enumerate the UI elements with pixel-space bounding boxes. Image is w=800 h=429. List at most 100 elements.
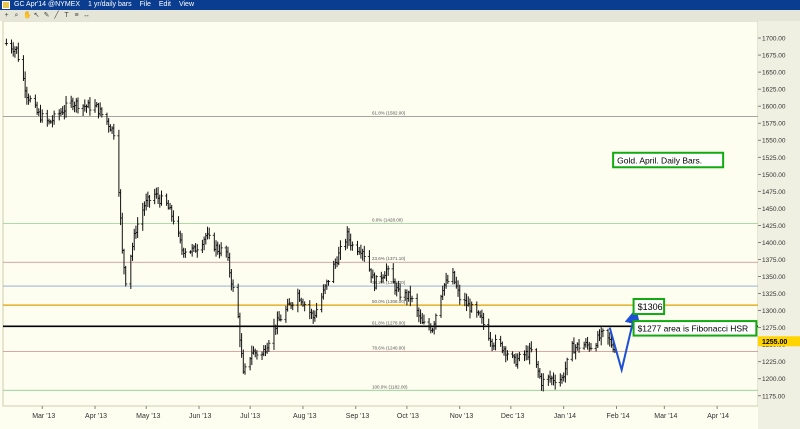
y-tick-label: 1500.00 [762, 172, 786, 179]
x-tick-label: Apr '14 [707, 413, 729, 420]
ohlc-bar [541, 373, 545, 392]
chart-period[interactable]: 1 yr/daily bars [88, 1, 132, 8]
annotation-gold-label: Gold. April. Daily Bars. [612, 151, 725, 169]
y-tick-label: 1400.00 [762, 240, 786, 247]
x-tick-label: Sep '13 [346, 413, 370, 420]
y-tick-label: 1350.00 [762, 274, 786, 281]
y-tick-label: 1575.00 [762, 121, 786, 128]
ohlc-bar [470, 301, 474, 313]
ohlc-bar [446, 274, 450, 284]
ohlc-bar [493, 334, 498, 351]
ohlc-bar [4, 38, 9, 46]
y-tick-label: 1200.00 [762, 376, 786, 383]
measure-icon[interactable]: ↔ [83, 12, 90, 19]
ohlc-bar [207, 227, 211, 240]
arrow-icon[interactable]: ↖ [33, 12, 40, 19]
ohlc-bar [326, 280, 331, 286]
y-tick-label: 1450.00 [762, 206, 786, 213]
ohlc-bar [577, 339, 581, 353]
y-tick-label: 1300.00 [762, 308, 786, 315]
svg-text:Gold. April. Daily Bars.: Gold. April. Daily Bars. [617, 155, 702, 165]
ohlc-bar [267, 340, 271, 352]
ohlc-bar [553, 374, 557, 390]
menu-file[interactable]: File [139, 1, 151, 8]
ohlc-bar [112, 123, 116, 140]
line-icon[interactable]: ╱ [54, 12, 59, 19]
x-tick-label: Jan '14 [554, 413, 576, 420]
fibonacci-label: 38.2% (1336.20) [372, 280, 406, 285]
ohlc-bar [159, 190, 164, 206]
fibonacci-label: 50.0% (1308.00) [372, 299, 406, 304]
x-tick-label: Jul '13 [240, 413, 260, 420]
text-icon[interactable]: T [64, 12, 69, 19]
x-tick-label: Apr '13 [85, 413, 107, 420]
ohlc-bar [52, 110, 56, 125]
ohlc-bar [589, 343, 593, 351]
chart-app-icon [2, 1, 10, 9]
x-tick-label: Feb '14 [607, 413, 630, 420]
window-title: GC Apr'14 @NYMEX [14, 1, 81, 8]
ohlc-bar [88, 97, 92, 116]
hand-icon[interactable]: ✋ [23, 12, 32, 19]
fibonacci-label: 61.8% (1582.00) [372, 110, 406, 115]
ohlc-bar [410, 295, 414, 303]
menu-view[interactable]: View [178, 1, 194, 8]
pencil-icon[interactable]: ✎ [43, 12, 50, 19]
ohlc-bar [291, 302, 295, 311]
menu-edit[interactable]: Edit [158, 1, 171, 8]
ohlc-bar [517, 351, 521, 362]
ohlc-bar [255, 350, 259, 360]
y-tick-label: 1275.00 [762, 325, 786, 332]
y-tick-label: 1425.00 [762, 223, 786, 230]
y-tick-label: 1600.00 [762, 104, 786, 111]
ohlc-bar [458, 284, 462, 305]
svg-text:$1277 area is Fibonacci HSR: $1277 area is Fibonacci HSR [638, 324, 749, 334]
ohlc-bar [362, 245, 366, 262]
ohlc-bar [374, 275, 378, 290]
projection-arrow [608, 308, 641, 374]
ohlc-bar [64, 96, 68, 118]
svg-text:$1306: $1306 [638, 302, 663, 312]
price-bars [4, 38, 617, 392]
y-tick-label: 1650.00 [762, 70, 786, 77]
fibonacci-label: 0.0% (1428.00) [372, 217, 403, 222]
fibonacci-label: 61.8% (1278.00) [372, 320, 406, 325]
zoom-icon[interactable]: ⌕ [14, 12, 19, 19]
last-price-label: 1255.00 [762, 339, 787, 346]
ohlc-bar [482, 312, 486, 331]
ohlc-bar [601, 328, 605, 338]
ohlc-bar [422, 314, 426, 325]
y-tick-label: 1625.00 [762, 87, 786, 94]
plot-area [2, 21, 759, 407]
ohlc-bar [76, 97, 80, 114]
gold-price-chart[interactable]: 1700.00 1675.00 1650.00 1625.00 1600.00 1575.… [0, 21, 800, 429]
price-axis-panel [758, 21, 800, 429]
x-tick-label: Mar '14 [654, 413, 677, 420]
x-tick-label: Jun '13 [189, 413, 211, 420]
ohlc-bar [100, 107, 104, 118]
fib-icon[interactable]: ≡ [74, 12, 79, 19]
x-tick-label: Aug '13 [293, 413, 317, 420]
ohlc-bar [40, 109, 44, 123]
ohlc-bar [124, 265, 128, 287]
ohlc-bar [147, 195, 152, 208]
ohlc-bar [505, 350, 510, 361]
x-tick-label: Nov '13 [450, 413, 474, 420]
ohlc-bar [350, 241, 354, 251]
fibonacci-label: 23.6% (1371.10) [372, 256, 406, 261]
x-tick-label: Mar '13 [32, 413, 55, 420]
y-tick-label: 1225.00 [762, 359, 786, 366]
y-tick-label: 1550.00 [762, 138, 786, 145]
ohlc-bar [16, 42, 20, 62]
annotation-fib-hsr: $1277 area is Fibonacci HSR [632, 320, 758, 337]
ohlc-bar [243, 363, 247, 375]
x-tick-label: May '13 [136, 413, 160, 420]
x-tick-label: Dec '13 [501, 413, 525, 420]
crosshair-icon[interactable]: + [4, 12, 9, 19]
last-price-marker [758, 336, 800, 347]
y-tick-label: 1700.00 [762, 36, 786, 43]
ohlc-bar [314, 302, 319, 318]
annotation-target-1306: $1306 [632, 298, 666, 316]
ohlc-bar [28, 95, 32, 103]
ohlc-bar [183, 248, 187, 258]
